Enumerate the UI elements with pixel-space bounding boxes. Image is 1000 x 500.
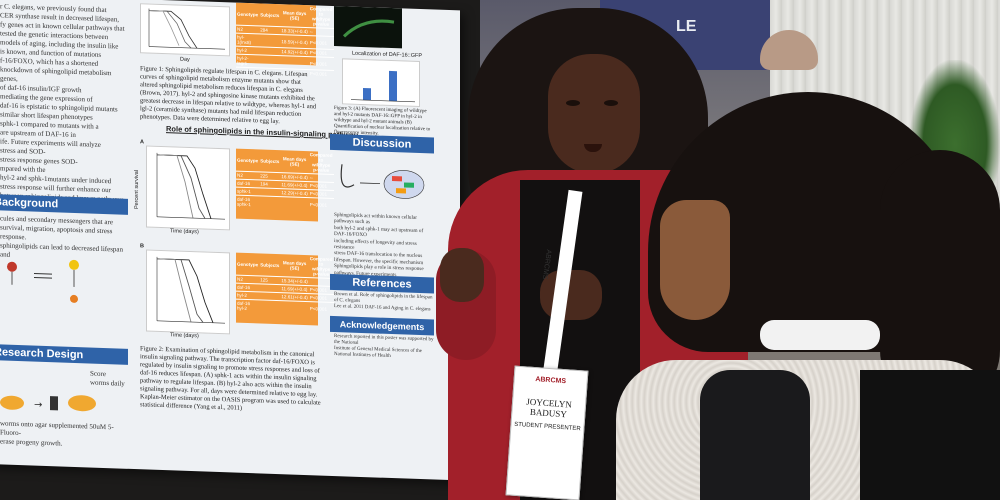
table-cell: P<0.001 xyxy=(308,35,334,50)
table-cell: daf-16 sphk-1 xyxy=(236,195,260,209)
figure1-survival-plot xyxy=(140,3,230,57)
bar-figure-title: Localization of DAF-16::GFP xyxy=(352,50,423,60)
table-row: daf-16 sphk-1 P<0.001 xyxy=(236,195,334,211)
discussion-heading: Discussion xyxy=(330,133,434,154)
references-text: Brown et al. Role of sphingolipids in th… xyxy=(334,292,434,313)
table-cell: hyl-2-lagr1 xyxy=(236,54,260,68)
table-cell xyxy=(280,300,309,315)
research-design-text: Score worms daily xyxy=(90,369,130,388)
student-lanyard xyxy=(760,320,880,350)
figure1-curves xyxy=(148,8,225,50)
table-header-cell: Compared to wildtype p-value xyxy=(309,152,333,173)
fluorescence-image xyxy=(334,6,402,49)
table-header-cell: Subjects xyxy=(260,157,280,164)
fluorescence-svg xyxy=(342,19,395,38)
figure2b-curves xyxy=(156,256,225,324)
results-table: Genotype Subjects Mean days (SE) Compared t… xyxy=(236,149,334,211)
table-cell: hyl-1(lnx8) xyxy=(236,33,260,47)
worm-plate-diagram: → xyxy=(0,384,108,418)
table-header-cell: Genotype xyxy=(237,11,259,17)
discussion-svg xyxy=(340,164,425,199)
presenter-eye xyxy=(604,100,618,106)
acknowledgements-heading: Acknowledgements xyxy=(330,315,434,336)
figure1-table-body: Genotype Subjects Mean days (SE) Compared t… xyxy=(236,3,334,78)
figure2a-x-axis: Time (days) xyxy=(170,228,199,236)
table-cell xyxy=(280,196,309,211)
references-heading: References xyxy=(330,273,434,294)
figure2b-table-body: Genotype Subjects Mean days (SE) Compared t… xyxy=(236,253,334,315)
figure1-caption: Figure 1: Sphingolipids regulate lifespa… xyxy=(140,65,317,126)
svg-text:→: → xyxy=(34,400,42,411)
table-cell: P<0.001 xyxy=(308,56,334,71)
presenter-hand xyxy=(540,270,602,320)
figure3-bars xyxy=(351,70,415,103)
table-cell: P<0.001 xyxy=(308,197,334,211)
table-cell: P<0.001 xyxy=(308,301,334,315)
acknowledgements-text: Research reported in this poster was sup… xyxy=(334,334,434,361)
ceramide-diagram-svg xyxy=(7,259,79,303)
figure2a-survival-plot xyxy=(146,145,230,231)
backpack-strap xyxy=(700,370,810,500)
student-face xyxy=(660,200,730,320)
presenter-face xyxy=(548,54,640,174)
figure1-day-label: Day xyxy=(180,56,190,63)
table-header-cell: Genotype xyxy=(237,157,259,163)
table-row: daf-16 hyl-2 P<0.001 xyxy=(236,299,334,315)
poster-intro-text: r C. elegans, we previously found that CE… xyxy=(0,2,128,213)
figure2a-table-body: Genotype Subjects Mean days (SE) Compared t… xyxy=(236,149,334,211)
presenter-mouth xyxy=(584,144,602,152)
figure2-caption: Figure 2: Examination of sphingolipid me… xyxy=(140,345,321,412)
figure2a-y-axis: Percent survival xyxy=(134,169,140,210)
table-cell xyxy=(259,33,281,48)
figure2a-curves xyxy=(156,152,225,220)
figure3-bar-chart xyxy=(342,58,420,108)
table-cell xyxy=(259,195,281,210)
table-header-cell: Genotype xyxy=(237,261,259,267)
badge-logo: ABRCMS xyxy=(535,376,567,386)
panel-a-label: A xyxy=(140,139,144,146)
table-header-cell: Compared to wildtype p-value xyxy=(309,6,333,27)
table-cell xyxy=(259,54,281,69)
panel-b-label: B xyxy=(140,243,144,250)
discussion-diagram xyxy=(334,154,434,211)
badge-role: STUDENT PRESENTER xyxy=(513,421,581,433)
figure2b-survival-plot xyxy=(146,249,230,335)
hall-sign: LE xyxy=(676,18,697,35)
table-cell: 18.59(+/-0.4) xyxy=(280,34,309,49)
results-table: Genotype Subjects Mean days (SE) Compared t… xyxy=(236,3,334,78)
background-person-head xyxy=(760,30,818,70)
backpack xyxy=(860,370,1000,500)
name-badge: ABRCMS JOYCELYN BADUSY STUDENT PRESENTER xyxy=(505,365,589,500)
research-design-heading: Research Design xyxy=(0,344,128,365)
presenter-hand xyxy=(440,248,484,302)
table-header-cell: Subjects xyxy=(260,11,280,18)
research-design-footer: worms onto agar supplemented 50uM 5-Fluo… xyxy=(0,419,130,451)
figure2b-x-axis: Time (days) xyxy=(170,332,199,340)
table-header-cell: Mean days (SE) xyxy=(282,156,307,167)
text-line: Institute of General Medical Sciences of… xyxy=(334,346,423,359)
presenter-eye xyxy=(566,100,580,106)
results-table: Genotype Subjects Mean days (SE) Compared t… xyxy=(236,253,334,315)
research-poster: r C. elegans, we previously found that CE… xyxy=(0,0,460,481)
ceramide-diagram xyxy=(0,244,128,318)
figure2b-table: Genotype Subjects Mean days (SE) Compared t… xyxy=(236,252,334,326)
table-header-cell: Mean days (SE) xyxy=(282,260,307,271)
table-cell xyxy=(280,55,309,70)
table-cell: daf-16 hyl-2 xyxy=(236,299,260,313)
figure1-table: Genotype Subjects Mean days (SE) Compared t… xyxy=(236,2,334,78)
figure2a-table: Genotype Subjects Mean days (SE) Compared t… xyxy=(236,148,334,222)
worm-plate-svg: → xyxy=(0,395,96,412)
table-header-cell: Mean days (SE) xyxy=(282,10,307,21)
table-cell xyxy=(259,299,281,314)
table-header-cell: Subjects xyxy=(260,261,280,268)
poster-column-left: r C. elegans, we previously found that CE… xyxy=(0,2,128,213)
